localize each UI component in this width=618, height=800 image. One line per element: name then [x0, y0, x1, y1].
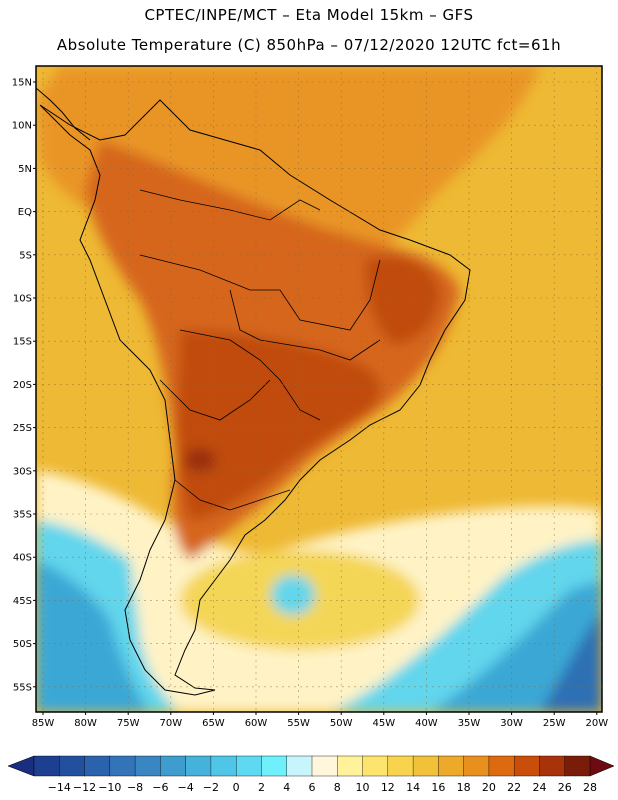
colorbar-label: 10	[356, 781, 370, 794]
lon-label: 75W	[117, 718, 140, 729]
land-hotter-region	[177, 330, 381, 520]
colorbar-swatch	[337, 755, 364, 777]
lat-label: 20S	[13, 380, 32, 391]
colorbar-label: 12	[381, 781, 395, 794]
colorbar-swatch	[438, 755, 465, 777]
core-hottest-region	[184, 448, 216, 472]
lon-label: 60W	[245, 718, 268, 729]
colorbar-label: −12	[73, 781, 96, 794]
land-hotter-ne-region	[365, 256, 440, 345]
lat-label: 30S	[13, 466, 32, 477]
lat-label: 35S	[13, 510, 32, 521]
colorbar-label: 18	[457, 781, 471, 794]
colorbar-swatch	[261, 755, 288, 777]
colorbar-label: 14	[406, 781, 420, 794]
lat-label: 55S	[13, 682, 32, 693]
colorbar-label: 26	[558, 781, 572, 794]
colorbar-label: 24	[532, 781, 546, 794]
lon-label: 35W	[458, 718, 481, 729]
colorbar-label: 16	[431, 781, 445, 794]
temperature-colorbar: −14 −12 −10 −8 −6 −4 −2 0 2 4 6 8 10 12 14 16 18 20 22 24 26…	[7, 755, 615, 794]
colorbar-swatch	[463, 755, 490, 777]
colorbar-high-end	[589, 755, 615, 777]
colorbar-label: 20	[482, 781, 496, 794]
cold-eddy-region	[271, 575, 315, 615]
cold-cyan-region	[36, 520, 602, 712]
colorbar-low-end	[7, 755, 35, 777]
lon-label: 50W	[330, 718, 353, 729]
lon-label: 20W	[585, 718, 608, 729]
colorbar-swatch	[210, 755, 237, 777]
map-frame	[35, 65, 603, 713]
lat-label: 15S	[13, 337, 32, 348]
colorbar-label: −10	[98, 781, 121, 794]
colorbar-label: 4	[283, 781, 290, 794]
lat-label: 50S	[13, 639, 32, 650]
colorbar-label: 28	[583, 781, 597, 794]
lat-label: 45S	[13, 596, 32, 607]
colorbar-label: −8	[127, 781, 143, 794]
lat-label: 25S	[13, 423, 32, 434]
lat-label: 10S	[13, 294, 32, 305]
colorbar-swatch	[235, 755, 263, 777]
colorbar-swatch	[362, 755, 389, 777]
cold-blue-region	[36, 560, 602, 712]
colorbar-swatch	[185, 755, 212, 777]
cold-deep-region	[540, 610, 602, 712]
colorbar-swatch	[539, 755, 566, 777]
colorbar-swatch	[33, 755, 60, 777]
colorbar-label: 8	[334, 781, 341, 794]
colorbar-swatch	[513, 755, 541, 777]
lon-label: 55W	[287, 718, 310, 729]
colorbar-swatch	[160, 755, 187, 777]
lon-label: 65W	[202, 718, 225, 729]
lon-label: 85W	[32, 718, 55, 729]
colorbar-swatch	[59, 755, 86, 777]
lat-label: 15N	[12, 78, 32, 89]
colorbar-label: −4	[178, 781, 194, 794]
colorbar-swatch	[564, 755, 591, 777]
colorbar-label: 22	[507, 781, 521, 794]
map-title-line1: CPTEC/INPE/MCT – Eta Model 15km – GFS	[144, 6, 474, 24]
colorbar-label: 0	[233, 781, 240, 794]
lat-lon-grid	[36, 66, 602, 712]
lon-label: 45W	[372, 718, 395, 729]
colorbar-swatch	[109, 755, 136, 777]
colorbar-swatch	[488, 755, 515, 777]
colorbar-label: −6	[152, 781, 168, 794]
colorbar-label: 2	[258, 781, 265, 794]
map-title-line2: Absolute Temperature (C) 850hPa – 07/12/…	[56, 36, 562, 54]
central-america-coast	[36, 87, 91, 141]
lat-label: 5S	[19, 250, 32, 261]
lat-label: 40S	[13, 553, 32, 564]
temperature-field	[36, 66, 602, 712]
latitude-axis: 15N 10N 5N EQ 5S 10S 15S 20S 25S 30S 35S 40S 45S 50S 5…	[12, 78, 36, 693]
lat-label: EQ	[18, 207, 32, 218]
lon-label: 80W	[74, 718, 97, 729]
colorbar-swatch	[387, 755, 414, 777]
lat-label: 5N	[18, 164, 32, 175]
lon-label: 40W	[415, 718, 438, 729]
lat-label: 10N	[12, 121, 32, 132]
longitude-axis: 85W 80W 75W 70W 65W 60W 55W 50W 45W 40W 35W 30W 25W 2…	[32, 712, 608, 729]
lon-label: 30W	[500, 718, 523, 729]
lon-label: 70W	[159, 718, 182, 729]
colorbar-label: −2	[203, 781, 219, 794]
colorbar-swatch	[412, 755, 440, 777]
colorbar-swatch	[286, 755, 313, 777]
colorbar-swatch	[311, 755, 338, 777]
country-borders	[139, 189, 381, 511]
lon-label: 25W	[543, 718, 566, 729]
colorbar-swatch	[84, 755, 111, 777]
coastline	[39, 99, 471, 696]
colorbar-label: 6	[309, 781, 316, 794]
colorbar-swatch	[134, 755, 162, 777]
colorbar-label: −14	[48, 781, 71, 794]
